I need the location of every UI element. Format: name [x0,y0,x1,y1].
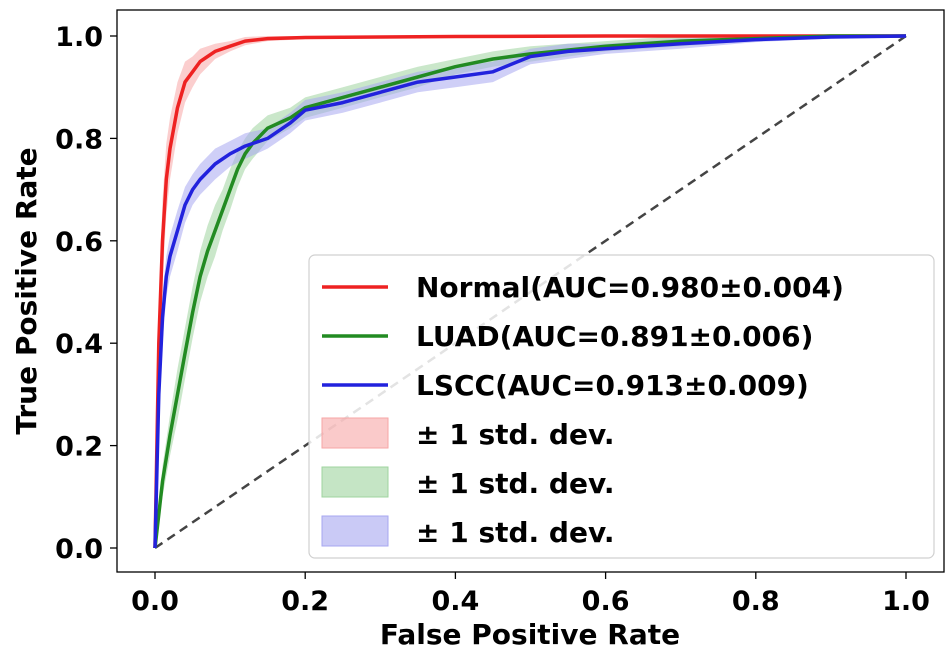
y-axis-ticks: 0.0 0.2 0.4 0.6 0.8 1.0 [55,22,117,565]
lscc-roc-line [153,34,907,549]
y-axis-label: True Positive Rate [10,147,43,434]
x-axis-label: False Positive Rate [380,618,680,651]
legend-label: ± 1 std. dev. [416,516,615,549]
y-tick-label: 0.8 [55,124,103,155]
x-axis-ticks: 0.0 0.2 0.4 0.6 0.8 1.0 [131,572,930,617]
legend-band-swatch [321,417,389,449]
x-tick-label: 0.6 [582,586,630,617]
y-tick-label: 0.4 [55,329,103,360]
x-tick-label: 0.8 [732,586,780,617]
legend-entries: Normal(AUC=0.980±0.004) LUAD(AUC=0.891±0.… [321,271,844,549]
plot-frame [116,9,945,573]
x-tick-label: 0.0 [131,586,179,617]
legend-label: ± 1 std. dev. [416,418,615,451]
y-tick-label: 0.6 [55,227,103,258]
normal-roc-line [153,34,906,549]
legend-label: ± 1 std. dev. [416,467,615,500]
x-tick-label: 0.4 [431,586,479,617]
x-tick-label: 1.0 [882,586,930,617]
legend: Normal(AUC=0.980±0.004) LUAD(AUC=0.891±0.… [308,254,935,559]
y-tick-label: 0.0 [55,534,103,565]
legend-band-swatch [321,515,389,547]
y-tick-label: 0.2 [55,432,103,463]
legend-label: LSCC(AUC=0.913±0.009) [416,369,809,402]
legend-box [308,254,935,559]
legend-label: LUAD(AUC=0.891±0.006) [416,320,813,353]
x-tick-label: 0.2 [281,586,329,617]
y-tick-label: 1.0 [55,22,103,53]
legend-label: Normal(AUC=0.980±0.004) [416,271,844,304]
legend-band-swatch [321,466,389,498]
roc-curves [153,34,907,549]
